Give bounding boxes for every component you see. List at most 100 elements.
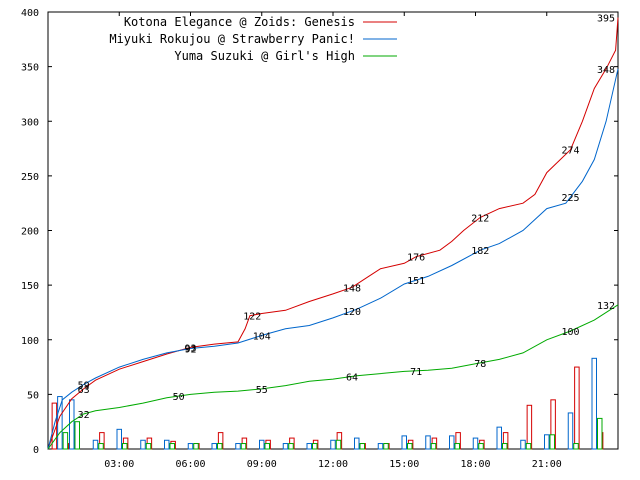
hourly-bar (425, 435, 431, 450)
hourly-bar (335, 439, 342, 450)
y-tick-label: 50 (27, 390, 39, 401)
hourly-bar (98, 443, 104, 450)
hourly-bar (525, 443, 532, 450)
hourly-bar (597, 417, 603, 450)
legend-label: Yuma Suzuki @ Girl's High (174, 49, 355, 63)
data-label: 59 (78, 381, 90, 392)
legend-label: Kotona Elegance @ Zoids: Genesis (124, 15, 355, 29)
x-tick-label: 21:00 (532, 459, 562, 470)
x-tick-label: 18:00 (460, 459, 490, 470)
hourly-bar (259, 439, 265, 450)
hourly-bar (169, 443, 175, 450)
hourly-bar (454, 443, 460, 450)
line-series-group (47, 17, 619, 450)
data-label: 176 (407, 253, 425, 264)
hourly-bar (383, 443, 389, 450)
data-label: 122 (243, 311, 261, 322)
hourly-bar (377, 443, 384, 450)
x-tick-label: 15:00 (389, 459, 419, 470)
hourly-bar (549, 434, 555, 450)
hourly-bar (330, 439, 336, 450)
data-label: 212 (471, 213, 489, 224)
plot-frame (47, 11, 619, 450)
data-label: 148 (343, 283, 361, 294)
hourly-bar (520, 439, 526, 450)
data-label: 120 (343, 307, 361, 318)
y-tick-label: 150 (21, 281, 39, 292)
data-label: 64 (346, 372, 358, 383)
data-label: 274 (561, 146, 579, 157)
data-label: 104 (253, 331, 271, 342)
hourly-bar (57, 396, 63, 450)
hourly-bar (544, 434, 550, 450)
x-tick-label: 09:00 (247, 459, 277, 470)
hourly-bar (502, 443, 508, 450)
hourly-bar (449, 435, 455, 450)
hourly-bar (573, 443, 579, 450)
point-label-group: 63 93 122 148 176 212 274 395 59 92 104 120 151 182 22… (78, 13, 615, 421)
hourly-bar (211, 443, 217, 450)
y-tick-label: 250 (21, 172, 39, 183)
hourly-bar (282, 443, 289, 450)
data-label: 100 (561, 327, 579, 338)
legend: Kotona Elegance @ Zoids: Genesis Miyuki R… (109, 15, 397, 63)
hourly-bar (164, 439, 170, 450)
x-tick-label: 12:00 (318, 459, 348, 470)
hourly-bar (122, 443, 128, 450)
hourly-bar (306, 443, 312, 450)
hourly-bar (354, 437, 360, 450)
hourly-bar (187, 443, 194, 450)
data-label: 55 (256, 385, 268, 396)
hourly-bar (264, 443, 270, 450)
data-label: 78 (474, 359, 486, 370)
data-label: 93 (184, 343, 196, 354)
hourly-bar (240, 443, 247, 450)
series-line (47, 68, 619, 450)
y-tick-label: 300 (21, 117, 39, 128)
hourly-bar (478, 443, 484, 450)
x-tick-label: 03:00 (104, 459, 134, 470)
hourly-bar (69, 399, 75, 450)
hourly-bar (140, 439, 146, 450)
x-tick-label: 06:00 (175, 459, 205, 470)
series-line (47, 304, 619, 450)
hourly-bar (574, 366, 580, 450)
hourly-bar (312, 443, 318, 450)
y-tick-label: 100 (21, 336, 39, 347)
hourly-bar (235, 443, 241, 450)
y-tick-label: 0 (33, 445, 39, 456)
data-label: 151 (407, 276, 425, 287)
data-label: 32 (78, 410, 90, 421)
data-label: 50 (173, 392, 185, 403)
data-label: 395 (597, 13, 615, 24)
data-label: 132 (597, 301, 615, 312)
hourly-bar (591, 357, 597, 450)
legend-label: Miyuki Rokujou @ Strawberry Panic! (109, 32, 355, 46)
series-line (47, 17, 619, 450)
hourly-bar (288, 443, 294, 450)
data-label: 225 (561, 193, 579, 204)
hourly-bar (401, 435, 407, 450)
y-tick-label: 200 (21, 227, 39, 238)
hourly-bar (496, 426, 502, 450)
hourly-bar (193, 443, 199, 450)
hourly-bar (430, 443, 437, 450)
hourly-bar (407, 443, 413, 450)
hourly-bar (116, 428, 122, 450)
hourly-bar (526, 404, 533, 450)
hourly-bar (74, 421, 80, 450)
hourly-bar (472, 437, 479, 450)
data-label: 63 (78, 385, 90, 396)
hourly-bar (62, 432, 69, 450)
hourly-bar (145, 443, 152, 450)
bar-series-group (51, 357, 604, 450)
hourly-bar (567, 412, 574, 450)
data-label: 348 (597, 65, 615, 76)
hourly-bar (92, 439, 99, 450)
data-label: 182 (471, 246, 489, 257)
y-tick-label: 350 (21, 63, 39, 74)
data-label: 71 (410, 367, 422, 378)
hourly-bar (217, 443, 223, 450)
axes: 0 50 100 150 200 250 300 350 400 03:00 06:00 09:00 1… (21, 8, 619, 470)
